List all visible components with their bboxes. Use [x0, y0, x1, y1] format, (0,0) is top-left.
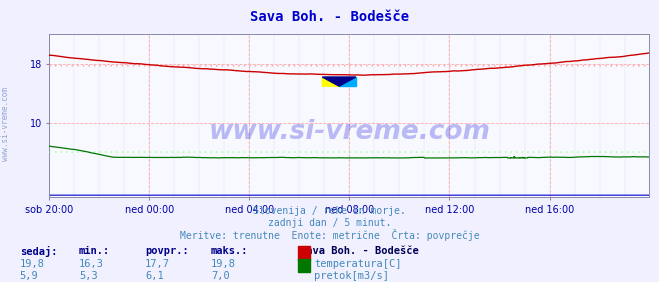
- Text: 16,3: 16,3: [79, 259, 104, 269]
- Text: www.si-vreme.com: www.si-vreme.com: [1, 87, 10, 161]
- Text: Meritve: trenutne  Enote: metrične  Črta: povprečje: Meritve: trenutne Enote: metrične Črta: …: [180, 229, 479, 241]
- Text: pretok[m3/s]: pretok[m3/s]: [314, 271, 389, 281]
- Text: min.:: min.:: [79, 246, 110, 256]
- Text: Sava Boh. - Bodešče: Sava Boh. - Bodešče: [300, 246, 418, 256]
- Text: maks.:: maks.:: [211, 246, 248, 256]
- Text: 7,0: 7,0: [211, 271, 229, 281]
- Text: temperatura[C]: temperatura[C]: [314, 259, 402, 269]
- Text: povpr.:: povpr.:: [145, 246, 188, 256]
- Text: Sava Boh. - Bodešče: Sava Boh. - Bodešče: [250, 10, 409, 24]
- Text: www.si-vreme.com: www.si-vreme.com: [208, 119, 490, 145]
- Polygon shape: [339, 77, 356, 86]
- Text: 5,9: 5,9: [20, 271, 38, 281]
- Polygon shape: [322, 77, 339, 86]
- Text: 19,8: 19,8: [211, 259, 236, 269]
- Text: 17,7: 17,7: [145, 259, 170, 269]
- Text: zadnji dan / 5 minut.: zadnji dan / 5 minut.: [268, 218, 391, 228]
- Text: 5,3: 5,3: [79, 271, 98, 281]
- Text: sedaj:: sedaj:: [20, 246, 57, 257]
- Text: 19,8: 19,8: [20, 259, 45, 269]
- Text: 6,1: 6,1: [145, 271, 163, 281]
- Text: Slovenija / reke in morje.: Slovenija / reke in morje.: [253, 206, 406, 216]
- Polygon shape: [322, 77, 356, 86]
